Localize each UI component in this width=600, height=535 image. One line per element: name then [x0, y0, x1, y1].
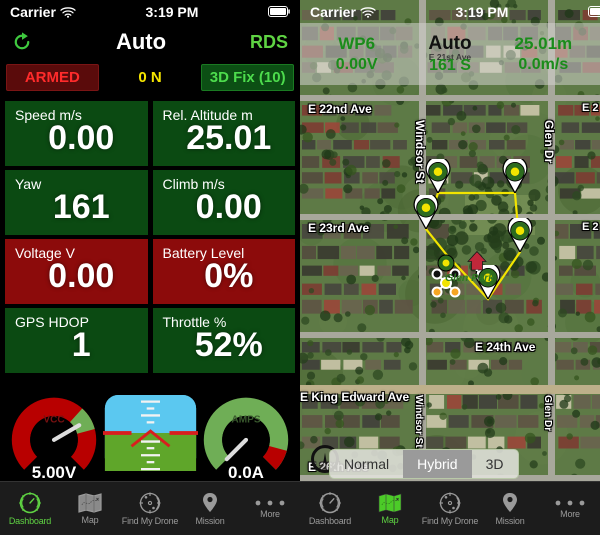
svg-text:VCC: VCC — [43, 414, 64, 425]
svg-text:AMPS: AMPS — [231, 414, 260, 425]
